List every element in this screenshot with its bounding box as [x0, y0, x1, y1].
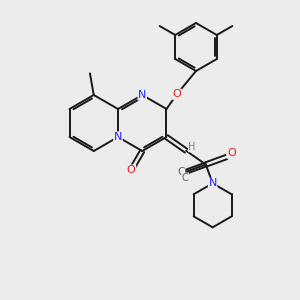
Text: H: H	[188, 142, 196, 152]
Text: H: H	[190, 141, 197, 151]
Text: O: O	[127, 165, 136, 175]
Text: N: N	[114, 132, 122, 142]
Text: O: O	[172, 89, 181, 99]
Text: N: N	[208, 178, 217, 188]
Text: O: O	[227, 148, 236, 158]
Text: C: C	[178, 167, 185, 177]
Text: N: N	[138, 90, 146, 100]
Text: C: C	[182, 173, 188, 183]
